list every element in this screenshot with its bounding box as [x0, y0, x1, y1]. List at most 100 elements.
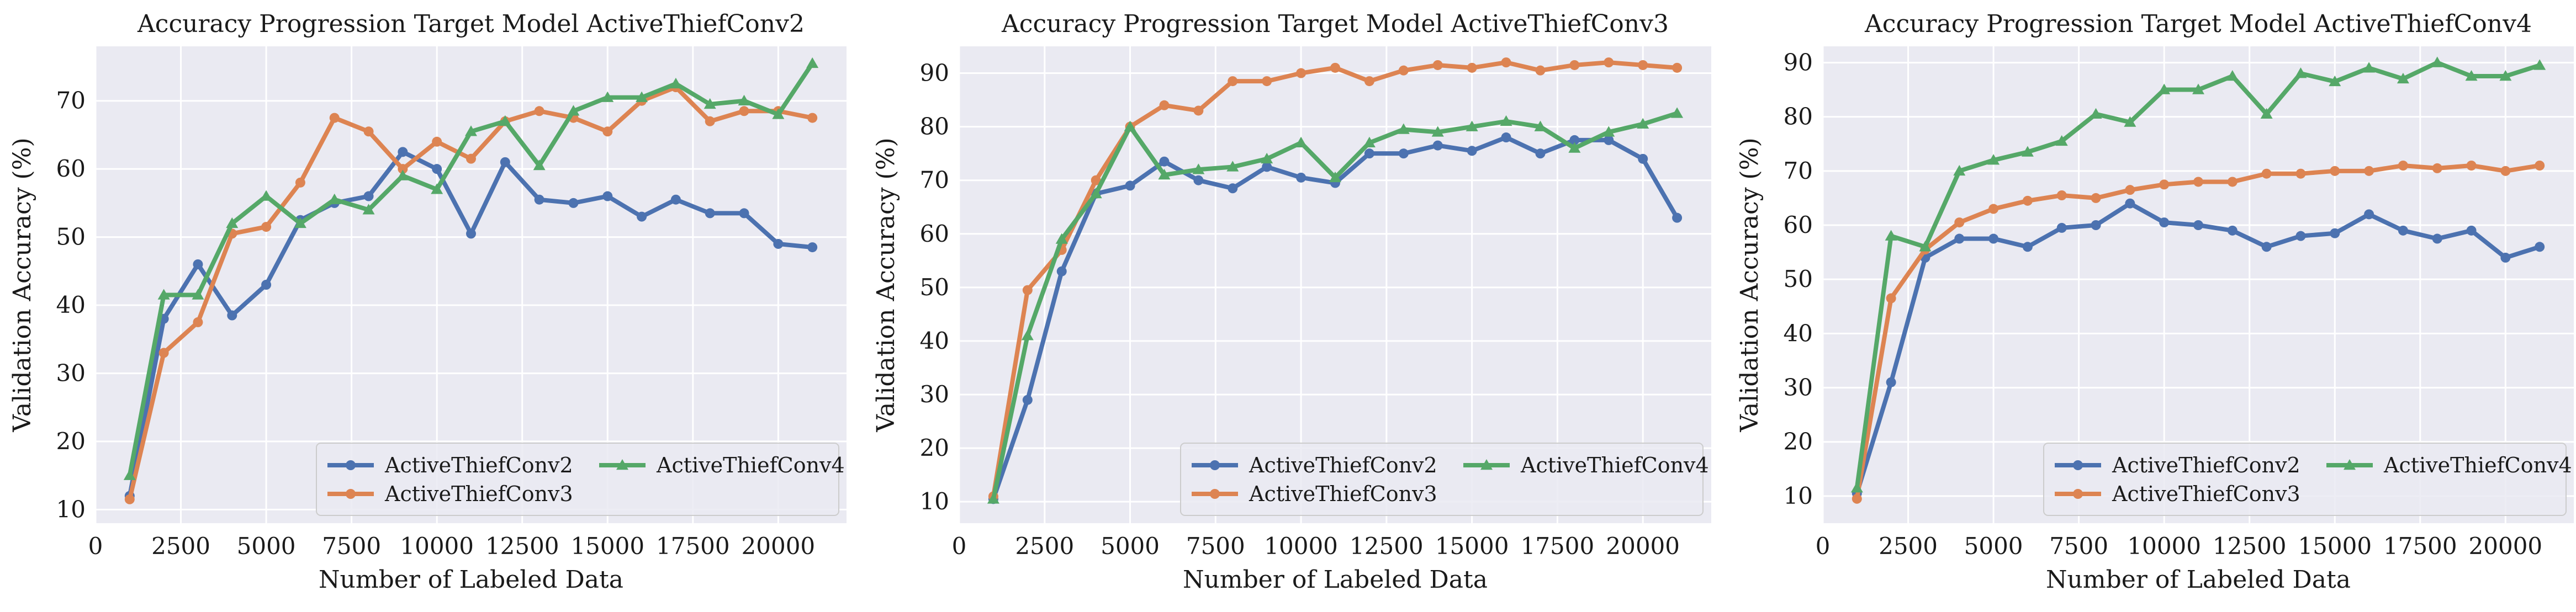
data-point	[637, 211, 647, 222]
y-axis-label: Validation Accuracy (%)	[8, 137, 36, 432]
legend-swatch-marker	[2073, 489, 2083, 499]
x-axis-label: Number of Labeled Data	[2046, 566, 2351, 594]
data-point	[1885, 230, 1897, 241]
data-point	[2295, 231, 2306, 241]
data-point	[362, 204, 375, 215]
data-point	[1535, 148, 1546, 159]
data-point	[1467, 146, 1477, 156]
x-tick-label: 20000	[1606, 533, 1680, 560]
legend-swatch-marker	[2073, 460, 2083, 470]
data-point	[1852, 493, 1862, 504]
y-axis-label: Validation Accuracy (%)	[1736, 137, 1764, 432]
series-ActiveThiefConv4	[1850, 56, 2546, 493]
legend: ActiveThiefConv2 ActiveThiefConv3 ActiveTh…	[1180, 443, 1709, 516]
data-point	[2330, 228, 2340, 238]
data-point	[193, 259, 203, 269]
data-point	[1466, 120, 1478, 131]
x-tick-label: 12500	[2213, 533, 2287, 560]
data-point	[534, 194, 544, 205]
x-tick-label: 20000	[2469, 533, 2543, 560]
legend-frame	[2043, 443, 2567, 516]
data-point	[2159, 179, 2170, 190]
data-point	[1638, 60, 1648, 70]
y-tick-label: 80	[920, 113, 949, 140]
y-tick-label: 50	[56, 223, 86, 251]
legend-label: ActiveThiefConv2	[1249, 453, 1437, 477]
data-point	[807, 113, 818, 123]
data-point	[1330, 62, 1340, 73]
data-point	[2260, 108, 2273, 119]
data-point	[2363, 62, 2376, 73]
data-point	[602, 126, 613, 137]
data-point	[2125, 198, 2135, 209]
x-tick-label: 10000	[2127, 533, 2201, 560]
data-point	[1261, 152, 1273, 164]
data-point	[2398, 225, 2408, 236]
x-tick-label: 17500	[1521, 533, 1595, 560]
data-point	[1192, 163, 1205, 174]
data-point	[1988, 233, 1999, 244]
data-point	[1987, 154, 2000, 165]
data-point	[261, 280, 272, 290]
data-point	[2227, 225, 2238, 236]
data-point	[1363, 136, 1376, 147]
data-point	[602, 191, 613, 201]
x-tick-label: 7500	[322, 533, 381, 560]
data-point	[2432, 163, 2442, 173]
y-tick-label: 10	[56, 496, 86, 523]
x-tick-label: 17500	[2383, 533, 2457, 560]
legend-frame	[316, 443, 839, 516]
data-point	[1021, 329, 1034, 340]
data-point	[1262, 162, 1272, 172]
data-point	[1569, 60, 1580, 70]
data-point	[227, 310, 237, 321]
legend-label: ActiveThiefConv3	[384, 482, 573, 506]
data-point	[2466, 161, 2477, 171]
legend: ActiveThiefConv2 ActiveThiefConv3 ActiveTh…	[316, 443, 845, 516]
data-point	[703, 98, 716, 109]
x-tick-label: 0	[88, 533, 103, 560]
data-point	[2533, 59, 2546, 70]
data-point	[432, 136, 442, 147]
data-point	[1124, 120, 1136, 131]
data-point	[157, 289, 170, 300]
data-point	[1919, 241, 1932, 252]
data-point	[193, 317, 203, 327]
data-point	[1501, 132, 1511, 143]
y-tick-label: 90	[1784, 49, 1813, 76]
data-point	[568, 198, 579, 208]
data-point	[1604, 135, 1614, 145]
y-tick-label: 20	[56, 428, 86, 455]
data-point	[466, 228, 476, 239]
data-point	[2192, 83, 2204, 94]
y-tick-label: 40	[56, 291, 86, 318]
y-axis-label: Validation Accuracy (%)	[872, 137, 900, 432]
data-point	[192, 289, 204, 300]
data-point	[2159, 217, 2170, 228]
data-point	[1886, 293, 1896, 304]
data-point	[1637, 118, 1649, 129]
data-point	[2398, 161, 2408, 171]
data-point	[499, 115, 511, 126]
data-point	[1262, 76, 1272, 87]
series-ActiveThiefConv2	[1852, 198, 2545, 498]
legend-label: ActiveThiefConv2	[384, 453, 573, 477]
data-point	[1295, 136, 1308, 147]
data-point	[773, 238, 784, 249]
x-tick-label: 5000	[237, 533, 296, 560]
data-point	[806, 57, 819, 68]
data-point	[1089, 187, 1102, 199]
data-point	[1954, 233, 1965, 244]
data-point	[363, 191, 374, 201]
data-point	[2193, 177, 2203, 187]
data-point	[636, 91, 648, 102]
data-point	[1296, 172, 1306, 183]
data-point	[1193, 105, 1204, 116]
data-point	[2364, 209, 2374, 220]
y-tick-label: 20	[920, 434, 949, 461]
data-point	[431, 183, 443, 194]
x-tick-label: 7500	[1186, 533, 1245, 560]
data-point	[1602, 126, 1615, 137]
data-point	[2295, 168, 2306, 179]
